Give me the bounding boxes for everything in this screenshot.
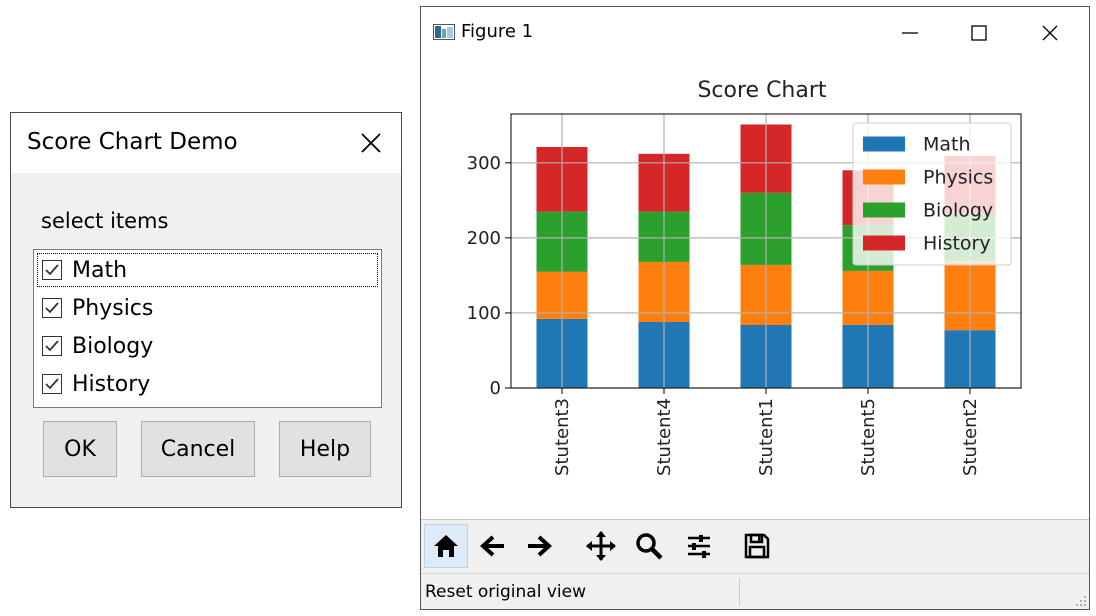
figure-app-icon [433,24,455,40]
dialog-title: Score Chart Demo [27,129,238,155]
list-item-math[interactable]: Math [36,252,379,288]
checkmark-icon [45,340,59,352]
zoom-icon[interactable] [627,524,671,568]
y-tick-label: 100 [467,303,501,324]
forward-arrow-icon[interactable] [517,524,561,568]
resize-grip-icon[interactable] [1075,595,1087,607]
save-icon[interactable] [735,524,779,568]
close-icon[interactable] [355,127,387,159]
status-divider [739,578,740,606]
physics-checkbox[interactable] [42,298,62,318]
list-item-history[interactable]: History [36,366,379,402]
pan-icon[interactable] [579,524,623,568]
legend-box [852,122,1012,266]
y-tick-label: 0 [490,378,501,399]
list-item-physics[interactable]: Physics [36,290,379,326]
ok-button[interactable]: OK [43,421,117,477]
list-item-label: Math [72,257,128,283]
legend-swatch-math [863,136,905,152]
x-tick-label: Stutent4 [654,398,675,476]
y-tick-label: 200 [467,228,501,249]
checkmark-icon [45,378,59,390]
select-items-label: select items [41,209,169,233]
history-checkbox[interactable] [42,374,62,394]
legend-label-math: Math [923,134,971,156]
legend-swatch-physics [863,169,905,185]
list-item-label: Physics [72,295,154,321]
status-bar: Reset original view [421,573,1089,609]
cancel-button[interactable]: Cancel [141,421,255,477]
biology-checkbox[interactable] [42,336,62,356]
score-chart: 0 100 200 300 Stutent3 Stutent4 Stutent1 Stute… [467,78,1022,476]
score-chart-demo-dialog: Score Chart Demo select items Math Physi… [10,112,402,508]
list-item-biology[interactable]: Biology [36,328,379,364]
legend: Math Physics Biology History [852,122,1012,266]
back-arrow-icon[interactable] [471,524,515,568]
help-button[interactable]: Help [279,421,371,477]
checkmark-icon [45,264,59,276]
items-listbox[interactable]: Math Physics Biology History [33,249,382,408]
close-icon[interactable] [1027,15,1073,51]
checkmark-icon [45,302,59,314]
x-tick-label: Stutent2 [960,398,981,476]
math-checkbox[interactable] [42,260,62,280]
navigation-toolbar [421,519,1089,573]
status-text: Reset original view [425,582,586,602]
figure-window: Figure 1 0 100 200 300 Stutent3 Stutent4 Stut… [420,6,1090,610]
legend-swatch-biology [863,202,905,218]
minimize-icon[interactable] [887,15,933,51]
figure-title: Figure 1 [461,21,534,42]
x-tick-label: Stutent3 [552,398,573,476]
home-icon[interactable] [424,524,468,568]
list-item-label: History [72,371,151,397]
legend-label-biology: Biology [923,200,993,222]
maximize-icon[interactable] [956,15,1002,51]
legend-label-physics: Physics [923,167,993,189]
configure-subplots-icon[interactable] [677,524,721,568]
figure-titlebar: Figure 1 [421,7,1089,59]
legend-label-history: History [923,233,991,255]
y-tick-label: 300 [467,153,501,174]
chart-title: Score Chart [697,78,826,103]
legend-swatch-history [863,235,905,251]
x-tick-label: Stutent1 [756,398,777,476]
dialog-titlebar: Score Chart Demo [11,113,401,173]
x-tick-label: Stutent5 [858,398,879,476]
list-item-label: Biology [72,333,154,359]
